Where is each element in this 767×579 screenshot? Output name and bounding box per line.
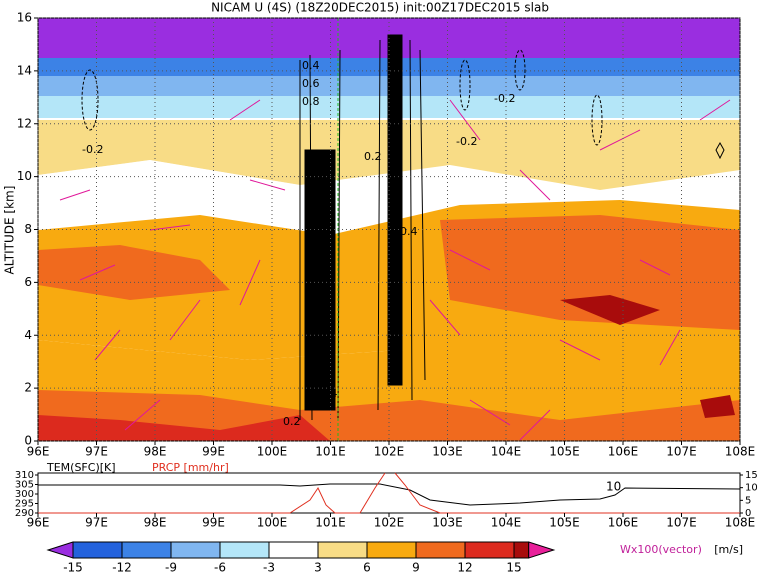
x-tick-label: 106E	[608, 445, 639, 459]
colorbar-cell	[513, 541, 530, 559]
lower-label: TEM(SFC)[K]	[46, 461, 116, 474]
lower-x-tick-label: 102E	[374, 516, 405, 530]
lower-x-tick-label: 96E	[27, 516, 50, 530]
y-axis-label: ALTITUDE [km]	[3, 186, 17, 275]
lower-y-tick-label: 290	[15, 508, 34, 519]
x-tick-label: 100E	[257, 445, 288, 459]
x-tick-label: 97E	[85, 445, 108, 459]
y-tick-label: 16	[17, 11, 32, 25]
x-tick-label: 103E	[432, 445, 463, 459]
lower-y2-tick-label: 15	[745, 470, 758, 481]
colorbar-cell	[121, 541, 172, 559]
y-tick-label: 4	[24, 328, 32, 342]
y-tick-label: 2	[24, 381, 32, 395]
lower-x-tick-label: 98E	[144, 516, 167, 530]
lower-x-tick-label: 99E	[202, 516, 225, 530]
colorbar-label: -9	[165, 561, 177, 575]
y-tick-label: 0	[24, 434, 32, 448]
chart-title: NICAM U (4S) (18Z20DEC2015) init:00Z17DE…	[211, 1, 549, 15]
contour-label: 1.6	[309, 165, 327, 178]
colorbar-label: -15	[63, 561, 83, 575]
lower-x-tick-label: 101E	[315, 516, 346, 530]
colorbar-cell	[46, 541, 74, 559]
contour-label: 0.4	[302, 59, 320, 72]
lower-y2-tick-label: 5	[745, 495, 751, 506]
colorbar-label: -3	[263, 561, 275, 575]
lower-y2-tick-label: 0	[745, 508, 751, 519]
colorbar-cell	[317, 541, 368, 559]
lower-y2-tick-label: 10	[745, 483, 758, 494]
colorbar-cell	[528, 541, 556, 559]
colorbar-label: -12	[112, 561, 132, 575]
contour-label: -0.2	[456, 135, 477, 148]
contour-label: 0.8	[302, 95, 320, 108]
contour-label: 1.2	[305, 365, 323, 378]
temperature-line	[38, 483, 741, 506]
colorbar-label: 12	[457, 561, 472, 575]
colorbar-label: -6	[214, 561, 226, 575]
x-tick-label: 98E	[144, 445, 167, 459]
contour-label: 0.2	[283, 415, 301, 428]
colorbar-cell	[415, 541, 466, 559]
contour-label: -0.2	[494, 92, 515, 105]
lower-y-tick-label: 310	[15, 470, 34, 481]
contour-label: 0.2	[364, 150, 382, 163]
colorbar-unit: [m/s]	[714, 543, 743, 556]
colorbar-label: 6	[363, 561, 371, 575]
vector-label: Wx100(vector)	[620, 543, 702, 556]
contour-label: 0.6	[302, 77, 320, 90]
colorbar-label: 9	[412, 561, 420, 575]
x-tick-label: 108E	[725, 445, 756, 459]
y-tick-label: 6	[24, 275, 32, 289]
contours	[81, 34, 725, 421]
x-tick-label: 107E	[666, 445, 697, 459]
lower-label: PRCP [mm/hr]	[152, 461, 229, 474]
colorbar-cell	[72, 541, 123, 559]
x-tick-label: 104E	[491, 445, 522, 459]
lower-x-tick-label: 100E	[257, 516, 288, 530]
y-tick-label: 12	[17, 116, 32, 130]
colorbar-cell	[219, 541, 270, 559]
x-tick-label: 99E	[202, 445, 225, 459]
lower-x-tick-label: 107E	[666, 516, 697, 530]
lower-y-tick-label: 295	[15, 499, 34, 510]
lower-x-tick-label: 103E	[432, 516, 463, 530]
contour-labels: -0.2 0.2 0.4 0.6 0.8 1.2 1.4 1.6 -0.2 0.…	[82, 59, 515, 428]
lower-annotation: 10	[606, 480, 621, 494]
x-tick-label: 105E	[549, 445, 580, 459]
lower-x-tick-label: 108E	[725, 516, 756, 530]
colorbar-label: 3	[314, 561, 322, 575]
lower-x-tick-label: 106E	[608, 516, 639, 530]
x-tick-label: 101E	[315, 445, 346, 459]
lower-y-tick-label: 305	[15, 480, 34, 491]
colorbar-cell	[366, 541, 417, 559]
y-tick-label: 14	[17, 63, 32, 77]
lower-x-tick-label: 97E	[85, 516, 108, 530]
contour-label: -0.2	[82, 143, 103, 156]
x-tick-label: 96E	[27, 445, 50, 459]
colorbar-cell	[464, 541, 515, 559]
colorbar-cell	[268, 541, 319, 559]
contour-label: 1.4	[320, 387, 338, 400]
y-tick-label: 8	[24, 222, 32, 236]
lower-x-tick-label: 105E	[549, 516, 580, 530]
contour-label: 0.4	[400, 225, 418, 238]
lower-y-tick-label: 300	[15, 489, 34, 500]
x-tick-label: 102E	[374, 445, 405, 459]
precip-line	[38, 472, 740, 514]
y-tick-label: 10	[17, 169, 32, 183]
lower-x-tick-label: 104E	[491, 516, 522, 530]
colorbar-label: 15	[506, 561, 521, 575]
colorbar-cell	[170, 541, 221, 559]
lower-panel	[37, 472, 741, 514]
